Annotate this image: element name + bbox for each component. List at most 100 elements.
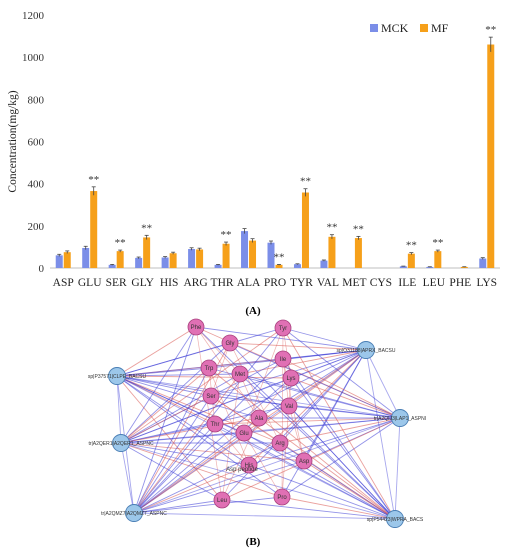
x-tick-label: ASP: [53, 277, 74, 289]
bar-mck: [399, 266, 407, 268]
network-edge: [214, 417, 401, 425]
amino-acid-node-label: Ser: [206, 394, 215, 400]
significance-label: **: [432, 237, 443, 249]
protein-node-label: tr|A2QER1|A2QER1_ASPNC: [88, 441, 154, 447]
network-edge: [116, 375, 216, 425]
network-edge: [120, 342, 231, 444]
amino-acid-node-label: Pro: [277, 495, 287, 501]
bar-mf: [116, 251, 124, 268]
network-edge: [303, 460, 396, 520]
bar-mf: [196, 249, 204, 268]
network-edge: [394, 417, 401, 520]
x-tick-label: LEU: [423, 277, 446, 289]
network-edge: [116, 375, 122, 444]
network-edge: [243, 432, 396, 520]
network-edge: [248, 417, 401, 466]
network-edge: [133, 377, 292, 514]
bar-chart: 0 200 400 600 800 1000 1200 Concentration(mg/kg…: [7, 10, 500, 289]
significance-label: **: [221, 229, 232, 241]
significance-label: **: [406, 240, 417, 252]
y-tick-label: 1000: [22, 52, 45, 64]
network-nodes: Phe Tyr Gly Ile Trp Met Lys Ser Val Thr Ala Glu Arg A…: [88, 318, 426, 528]
amino-acid-node-label: Ala: [255, 416, 264, 422]
bar-mf: [434, 251, 442, 268]
network-edge: [288, 405, 396, 520]
network-edge: [243, 432, 283, 498]
network-edge: [120, 442, 305, 462]
network-edge: [120, 442, 135, 514]
panel-label-b: (B): [246, 536, 261, 548]
amino-acid-node: [282, 369, 300, 387]
network-edge: [195, 326, 396, 520]
significance-label: **: [115, 237, 126, 249]
network-edge: [133, 373, 241, 514]
protein-node-label: tr|A2QMZ7|A2QMZ7_ASPNC: [101, 511, 167, 517]
network-edge: [221, 373, 241, 501]
network-diagram: Phe Tyr Gly Ile Trp Met Lys Ser Val Thr Ala Glu Arg A…: [88, 318, 426, 528]
network-edge: [282, 358, 396, 520]
network-edge: [120, 349, 367, 444]
network-edge: [290, 377, 401, 419]
network-edge: [214, 349, 367, 425]
amino-acid-node-label: Ile: [280, 357, 287, 363]
network-edge: [120, 373, 241, 444]
bar-mf: [90, 191, 98, 268]
y-axis-label: Concentration(mg/kg): [7, 90, 19, 192]
x-tick-label: GLY: [131, 277, 154, 289]
bar-mf: [63, 252, 71, 268]
protein-node: [386, 510, 404, 528]
protein-node-label: sp|P54423|WPRA_BACS: [367, 517, 424, 523]
network-edge: [133, 496, 283, 514]
network-edge: [365, 349, 396, 520]
network-edge: [229, 342, 281, 444]
network-edge: [281, 496, 396, 520]
network-edge: [221, 417, 260, 501]
bar-mf: [328, 236, 336, 268]
network-edge: [195, 326, 367, 351]
bar-mck: [293, 264, 301, 268]
bar-mf: [460, 266, 468, 268]
network-edge: [288, 405, 401, 419]
amino-acid-node: [202, 387, 220, 405]
amino-acid-node: [187, 318, 205, 336]
network-edge: [120, 417, 260, 444]
network-edge: [120, 442, 250, 466]
network-edge: [229, 342, 401, 419]
bar-mf: [169, 253, 177, 268]
network-edge: [133, 367, 210, 514]
bar-mf: [249, 240, 257, 268]
panel-label-a: (A): [245, 305, 261, 317]
bar-mf: [354, 238, 362, 268]
x-tick-label: ALA: [237, 277, 261, 289]
network-edge: [290, 349, 367, 379]
network-edge: [195, 326, 260, 419]
network-edge: [288, 405, 305, 462]
protein-node: [391, 409, 409, 427]
significance-label: **: [141, 222, 152, 234]
amino-acid-node-label: Arg: [275, 441, 284, 447]
network-edge: [239, 373, 396, 520]
network-edge: [116, 349, 367, 377]
significance-label: **: [326, 222, 337, 234]
network-edge: [239, 373, 401, 419]
amino-acid-node: [271, 434, 289, 452]
y-tick-label: 600: [28, 137, 45, 149]
amino-acid-node: [221, 334, 239, 352]
bar-mck: [479, 258, 487, 268]
network-edge: [120, 367, 210, 444]
network-edge: [243, 327, 284, 434]
network-edge: [282, 327, 396, 520]
protein-node: [112, 434, 130, 452]
amino-acid-node: [240, 456, 258, 474]
y-tick-label: 1200: [22, 10, 45, 22]
network-edge: [365, 349, 401, 419]
amino-acid-node-label: Phe: [191, 325, 202, 331]
legend-label-mf: MF: [431, 21, 449, 35]
network-edge: [195, 326, 241, 375]
network-edge: [120, 326, 197, 444]
amino-acid-node-label: Lys: [286, 376, 295, 382]
network-edge: [116, 375, 396, 520]
network-edge: [116, 326, 197, 377]
bar-mck: [267, 242, 275, 268]
